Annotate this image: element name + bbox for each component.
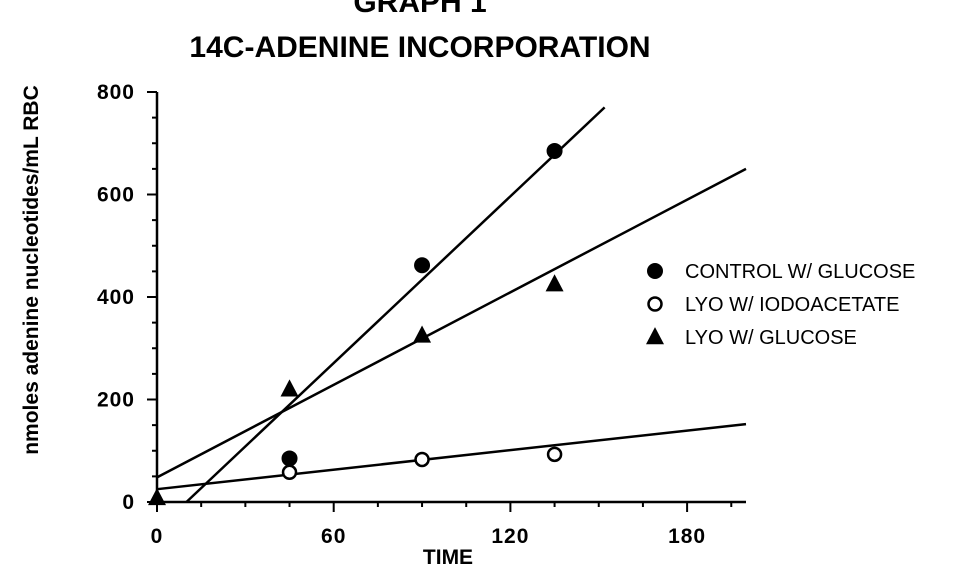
fit-line-series-1 [185, 106, 606, 503]
data-point-series-3 [280, 379, 299, 397]
data-point-series-1 [281, 450, 298, 467]
data-point-series-1 [546, 142, 563, 159]
data-point-series-2 [281, 464, 298, 481]
data-point-series-3 [545, 274, 564, 292]
legend-marker-series-2 [647, 296, 663, 312]
x-tick-label: 180 [668, 525, 706, 548]
y-tick-label: 400 [97, 286, 135, 309]
data-point-series-3 [148, 488, 166, 506]
legend-marker-series-1 [647, 263, 663, 279]
plot-area: 0 200 400 600 800 0 60 120 180 [97, 81, 747, 548]
data-point-series-3 [413, 325, 432, 343]
x-tick-label: 0 [151, 525, 164, 548]
y-tick-label: 200 [97, 389, 135, 412]
data-point-series-2 [546, 446, 563, 463]
fit-line-series-2 [156, 422, 747, 491]
chart-title: GRAPH 1 [353, 0, 486, 19]
x-tick-label: 60 [321, 525, 346, 548]
legend: CONTROL W/ GLUCOSE LYO W/ IODOACETATE LYO … [646, 261, 915, 349]
data-point-series-1 [414, 257, 431, 274]
legend-marker-series-3 [646, 327, 664, 345]
y-tick-label: 800 [97, 81, 135, 104]
legend-label-series-1: CONTROL W/ GLUCOSE [685, 261, 915, 283]
legend-label-series-2: LYO W/ IODOACETATE [685, 294, 899, 316]
data-point-series-2 [414, 451, 430, 468]
legend-label-series-3: LYO W/ GLUCOSE [685, 327, 857, 349]
x-tick-label: 120 [491, 525, 529, 548]
chart-subtitle: 14C-ADENINE INCORPORATION [189, 31, 650, 64]
x-axis-label: TIME [423, 546, 473, 569]
y-axis-label: nmoles adenine nucleotides/mL RBC [20, 85, 43, 455]
fit-line-series-3 [156, 167, 747, 479]
y-tick-label: 600 [97, 184, 135, 207]
y-tick-label: 0 [122, 491, 135, 514]
